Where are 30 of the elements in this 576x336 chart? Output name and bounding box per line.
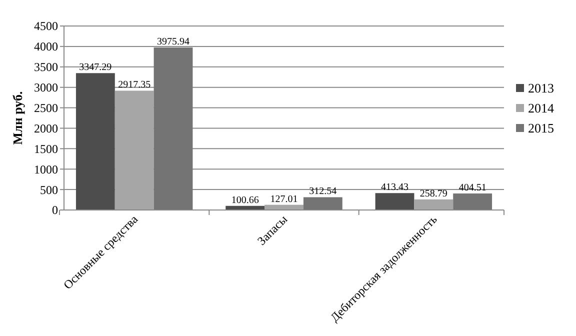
y-tick-label: 4000 bbox=[34, 40, 58, 54]
y-tick-label: 1000 bbox=[34, 162, 58, 176]
legend-label: 2014 bbox=[528, 100, 554, 116]
bar bbox=[414, 199, 454, 210]
data-label: 312.54 bbox=[309, 186, 337, 198]
bar bbox=[76, 73, 115, 210]
bar bbox=[375, 193, 414, 210]
y-tick-label: 0 bbox=[52, 203, 58, 218]
data-label: 127.01 bbox=[270, 194, 298, 205]
y-tick-label: 500 bbox=[40, 182, 58, 197]
bar bbox=[453, 193, 492, 210]
y-tick-label: 1500 bbox=[34, 142, 58, 156]
y-tick-label: 2500 bbox=[34, 100, 58, 115]
data-label: 3975.94 bbox=[157, 36, 190, 48]
y-axis-title: Млн руб. bbox=[10, 91, 25, 145]
y-tick-label: 4500 bbox=[34, 19, 58, 34]
data-label: 100.66 bbox=[231, 194, 259, 206]
legend-label: 2013 bbox=[528, 80, 554, 96]
data-label: 3347.29 bbox=[79, 62, 112, 74]
data-label: 404.51 bbox=[458, 182, 486, 194]
bar bbox=[154, 47, 193, 210]
data-label: 258.79 bbox=[420, 188, 448, 200]
y-tick-label: 2000 bbox=[34, 121, 58, 136]
y-tick-label: 3000 bbox=[34, 80, 58, 95]
data-label: 413.43 bbox=[381, 182, 408, 194]
bar bbox=[303, 197, 342, 210]
bar bbox=[114, 90, 154, 210]
legend-label: 2015 bbox=[528, 120, 554, 136]
y-tick-label: 3500 bbox=[34, 60, 58, 74]
data-label: 2917.35 bbox=[118, 80, 151, 91]
